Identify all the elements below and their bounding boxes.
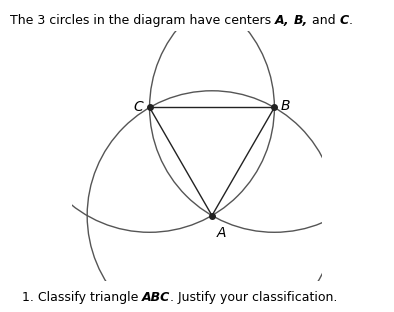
Text: A: A [217, 226, 227, 240]
Text: and: and [308, 14, 340, 27]
Text: B: B [281, 99, 290, 113]
Text: . Justify your classification.: . Justify your classification. [170, 291, 338, 304]
Text: B,: B, [294, 14, 308, 27]
Text: 1. Classify triangle: 1. Classify triangle [22, 291, 142, 304]
Text: A,: A, [275, 14, 290, 27]
Text: The 3 circles in the diagram have centers: The 3 circles in the diagram have center… [10, 14, 275, 27]
Text: C: C [134, 100, 143, 115]
Text: ABC: ABC [142, 291, 170, 304]
Text: C: C [340, 14, 349, 27]
Text: .: . [349, 14, 353, 27]
